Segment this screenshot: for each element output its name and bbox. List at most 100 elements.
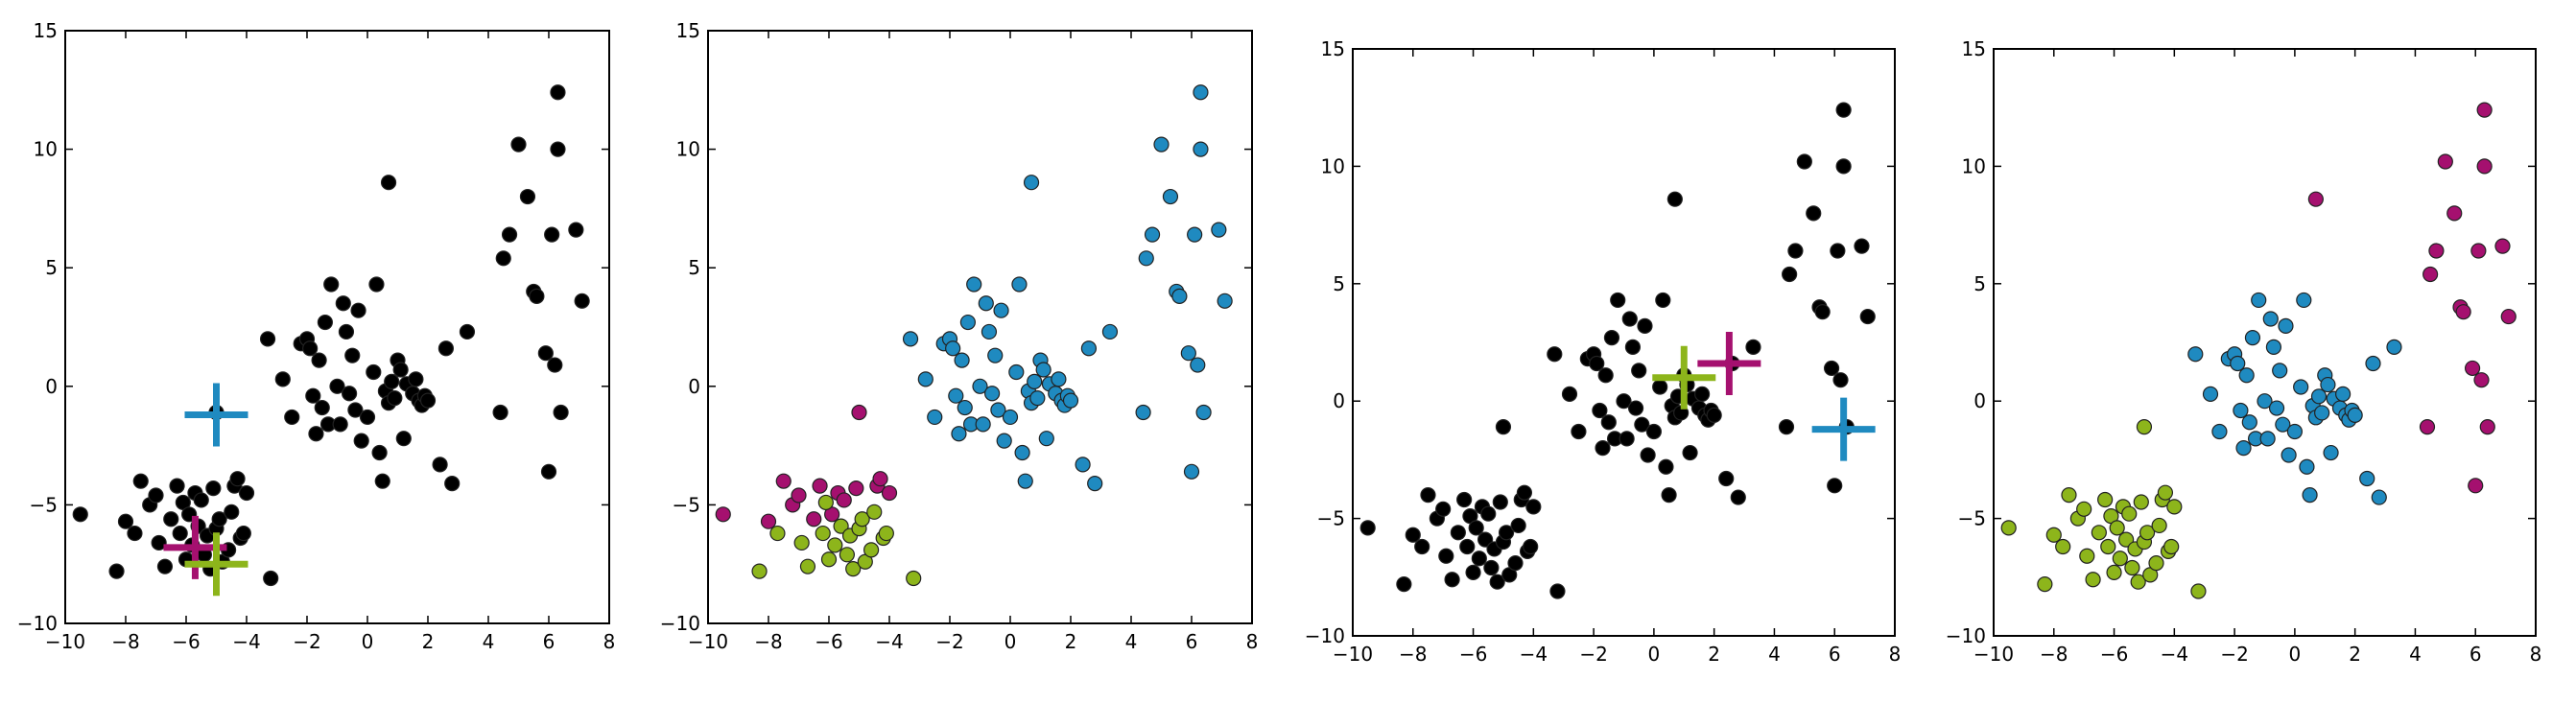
data-point — [957, 399, 973, 416]
data-point — [2265, 339, 2282, 355]
data-point — [1666, 191, 1683, 207]
data-point — [238, 484, 255, 502]
x-tick-label: 2 — [2349, 643, 2361, 666]
data-point — [2268, 400, 2285, 416]
data-point — [2202, 386, 2219, 402]
data-point — [1008, 363, 1025, 381]
plot-area — [1993, 48, 2537, 637]
data-point — [945, 340, 961, 357]
data-point — [2045, 527, 2062, 543]
data-point — [1597, 367, 1614, 384]
data-point — [2079, 548, 2095, 564]
data-point — [1814, 304, 1831, 320]
data-point — [983, 386, 1001, 402]
data-point — [353, 433, 369, 449]
data-point — [529, 288, 545, 304]
data-point — [537, 345, 554, 362]
data-point — [2347, 407, 2363, 423]
data-point — [1589, 355, 1605, 372]
data-point — [1477, 531, 1494, 548]
scatter-panel-2: −10 −8 −6 −4 −2 0 2 4 6 8 −10 −5 0 5 10 15 — [660, 19, 1259, 653]
series-green — [751, 494, 922, 587]
data-point — [2293, 379, 2309, 395]
data-point — [2473, 372, 2490, 388]
data-point — [395, 431, 412, 447]
data-point — [359, 409, 376, 426]
data-point — [2139, 525, 2156, 541]
data-point — [259, 331, 276, 347]
data-point — [966, 276, 982, 293]
data-point — [2055, 538, 2071, 555]
data-point — [2109, 520, 2125, 536]
data-point — [2428, 243, 2445, 259]
data-point — [211, 511, 227, 527]
y-tick-label: −5 — [673, 493, 700, 516]
data-point — [866, 504, 883, 520]
data-point — [2151, 517, 2167, 534]
data-point — [1459, 538, 1476, 555]
x-tick-label: −2 — [2220, 643, 2248, 666]
y-tick-label: 0 — [45, 375, 58, 398]
data-point — [2314, 405, 2330, 421]
series-blue — [902, 84, 1233, 492]
series-mid — [259, 175, 476, 492]
data-point — [1405, 527, 1421, 543]
data-point — [996, 433, 1012, 449]
x-tick-label: −8 — [2040, 643, 2068, 666]
data-point — [553, 404, 569, 421]
data-point — [2238, 367, 2255, 384]
data-point — [2124, 559, 2140, 576]
data-point — [2085, 572, 2101, 588]
data-point — [1640, 447, 1656, 463]
data-point — [1510, 517, 1526, 534]
data-point — [1652, 379, 1668, 395]
x-tick-label: 4 — [483, 630, 495, 653]
data-point — [1038, 431, 1054, 447]
data-point — [2091, 525, 2107, 541]
y-tick-label: 5 — [688, 256, 700, 279]
data-point — [820, 551, 838, 568]
data-point — [715, 506, 731, 523]
data-point — [2118, 531, 2135, 548]
data-point — [845, 561, 862, 577]
data-point — [1138, 250, 1154, 267]
data-point — [550, 141, 566, 157]
y-tick-label: 10 — [676, 138, 700, 161]
data-point — [314, 399, 330, 416]
data-point — [1211, 222, 1227, 238]
centroid-marker — [184, 383, 248, 447]
data-point — [1610, 292, 1626, 309]
y-tick-label: 15 — [1962, 37, 1986, 60]
data-point — [1359, 520, 1376, 536]
data-point — [854, 511, 870, 527]
data-point — [1029, 390, 1046, 407]
data-point — [2479, 419, 2495, 435]
data-point — [1027, 373, 1043, 389]
x-tick-label: 6 — [1186, 630, 1198, 653]
data-point — [972, 378, 988, 394]
data-point — [495, 250, 511, 267]
data-point — [2468, 478, 2484, 494]
data-point — [993, 302, 1009, 318]
data-point — [1796, 153, 1812, 170]
data-point — [169, 478, 185, 494]
data-point — [848, 480, 864, 497]
data-point — [329, 378, 345, 394]
data-point — [1516, 484, 1533, 501]
data-point — [2130, 574, 2146, 590]
data-point — [501, 226, 518, 243]
data-point — [2190, 583, 2207, 599]
centroid-marker — [1697, 332, 1761, 396]
data-point — [1595, 440, 1611, 457]
data-point — [817, 494, 834, 511]
data-point — [342, 386, 358, 402]
data-point — [2163, 538, 2180, 555]
data-point — [1658, 458, 1674, 475]
data-point — [1101, 323, 1119, 340]
data-point — [769, 525, 786, 542]
data-point — [1498, 525, 1515, 541]
data-point — [751, 563, 768, 579]
data-point — [392, 362, 409, 378]
data-point — [1634, 416, 1650, 433]
